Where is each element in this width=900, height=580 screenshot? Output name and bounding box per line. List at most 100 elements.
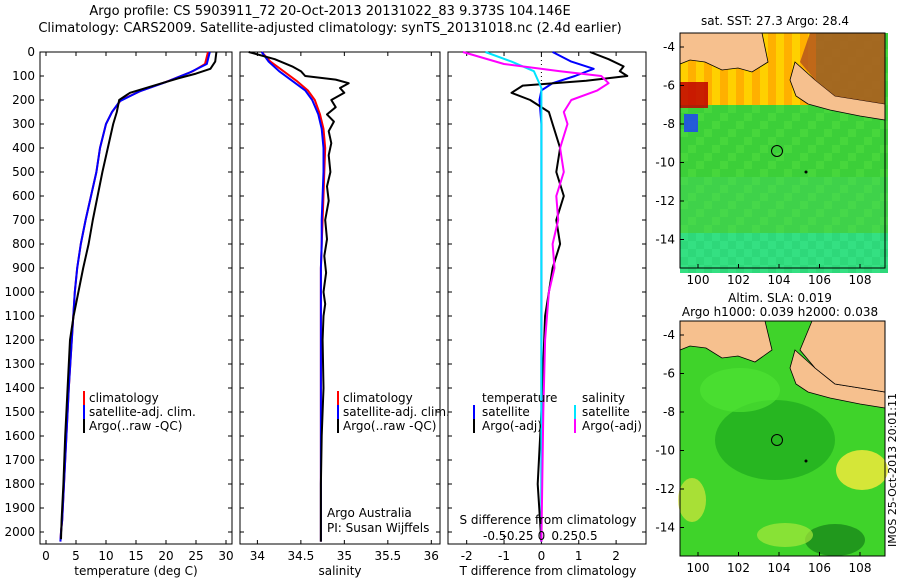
sst-cell (696, 225, 704, 233)
sst-cell (800, 129, 808, 137)
sst-cell (776, 137, 784, 145)
sst-cell (880, 129, 888, 137)
sst-cell (864, 265, 872, 273)
x-tick-label: -1 (498, 549, 510, 563)
sst-cell (720, 193, 728, 201)
sst-cell (832, 177, 840, 185)
sst-cell (696, 105, 704, 113)
sst-cell (776, 129, 784, 137)
argo-location-marker (771, 145, 783, 157)
sst-cell (728, 161, 736, 169)
sst-cell (688, 265, 696, 273)
sst-cell (720, 185, 728, 193)
sst-cell (744, 249, 752, 257)
sst-cell (680, 73, 688, 81)
sst-cell (784, 145, 792, 153)
sst-cell (680, 153, 688, 161)
sst-cell (688, 185, 696, 193)
sst-cell (872, 129, 880, 137)
sst-cell (728, 129, 736, 137)
sst-cell (768, 161, 776, 169)
sst-cell (856, 185, 864, 193)
sst-cell (736, 65, 744, 73)
sst-cell (688, 193, 696, 201)
sst-cell (736, 233, 744, 241)
sst-cell (864, 153, 872, 161)
sst-cell (728, 73, 736, 81)
s-difference-label: S difference from climatology (460, 513, 637, 527)
sst-cell (840, 257, 848, 265)
sst-cell (688, 105, 696, 113)
sst-cell (704, 193, 712, 201)
sst-cell (760, 249, 768, 257)
sst-cell (832, 241, 840, 249)
sst-cell (712, 121, 720, 129)
sst-cell (776, 49, 784, 57)
y-tick-label: 100 (12, 69, 35, 83)
sst-cell (720, 169, 728, 177)
s-difference-ticks: -0.5-0.25 0 0.25 0.5 (483, 529, 598, 543)
sst-cell (832, 257, 840, 265)
sst-cell (768, 137, 776, 145)
y-tick-label: 1100 (4, 309, 35, 323)
map-x-tick-label: 100 (687, 561, 710, 575)
sst-cell (696, 241, 704, 249)
y-tick-label: 200 (12, 93, 35, 107)
sst-cell (760, 121, 768, 129)
x-tick-label: 2 (612, 549, 620, 563)
sla-map-title-line1: Altim. SLA: 0.019 (728, 291, 832, 305)
sst-cell (808, 257, 816, 265)
sst-cell (848, 217, 856, 225)
sst-cell (784, 241, 792, 249)
legend-temp-satellite-label: satellite (482, 405, 530, 419)
sst-cell (744, 257, 752, 265)
sst-cell (744, 193, 752, 201)
sst-cell (880, 225, 888, 233)
sst-cell (704, 65, 712, 73)
sst-cell (720, 105, 728, 113)
sst-cell (840, 169, 848, 177)
sst-cell (712, 129, 720, 137)
y-tick-label: 600 (12, 189, 35, 203)
sst-cell (808, 265, 816, 273)
sst-cell (792, 33, 800, 41)
sst-cell (816, 241, 824, 249)
sst-cell (728, 193, 736, 201)
sst-cell (752, 185, 760, 193)
sst-cell (744, 217, 752, 225)
sst-cell (816, 233, 824, 241)
sst-cell (824, 209, 832, 217)
sst-cell (704, 209, 712, 217)
sst-cell (680, 169, 688, 177)
sst-cell (744, 97, 752, 105)
sst-cell (792, 161, 800, 169)
sst-cell (768, 185, 776, 193)
sst-map-title: sat. SST: 27.3 Argo: 28.4 (701, 14, 849, 28)
sst-cell (728, 89, 736, 97)
sst-cell (880, 161, 888, 169)
sst-cell (688, 257, 696, 265)
sst-cell (872, 121, 880, 129)
sst-cell (864, 233, 872, 241)
sst-cell (832, 113, 840, 121)
sst-cell (680, 257, 688, 265)
sst-cell (792, 105, 800, 113)
sst-cell (752, 217, 760, 225)
sst-cell (784, 137, 792, 145)
sst-cell (728, 233, 736, 241)
x-tick-label: -2 (461, 549, 473, 563)
sst-cell (736, 169, 744, 177)
sst-cell (728, 97, 736, 105)
sst-cell (752, 249, 760, 257)
sst-cell (872, 217, 880, 225)
sst-cell (808, 185, 816, 193)
sst-cell (856, 169, 864, 177)
sst-cell (720, 145, 728, 153)
sst-cell (688, 73, 696, 81)
sst-cell (832, 249, 840, 257)
map-y-tick-label: -14 (655, 233, 675, 247)
series-line-argo-raw-qc- (60, 51, 218, 540)
sst-cell (848, 241, 856, 249)
sst-cell (784, 49, 792, 57)
sst-cell (696, 249, 704, 257)
